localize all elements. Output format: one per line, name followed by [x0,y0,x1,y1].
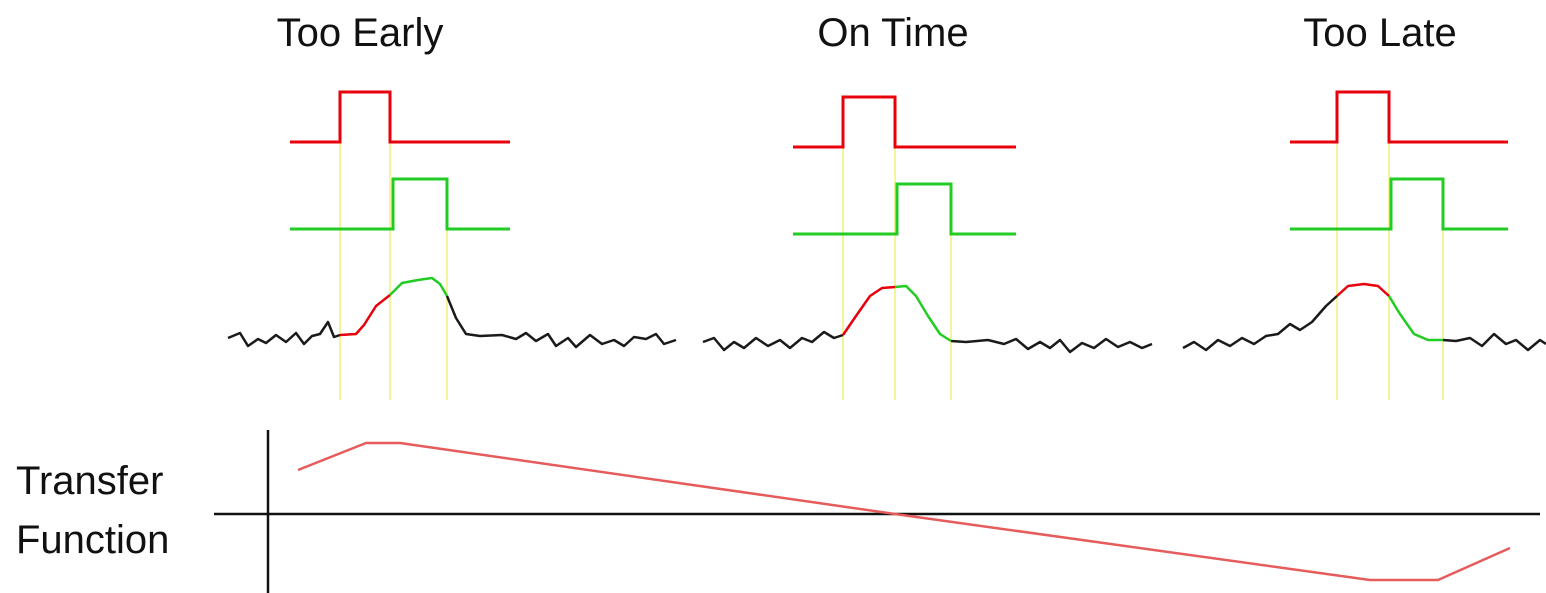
early-gate-too-late [1290,90,1508,144]
transfer-label-line2: Function [16,518,169,562]
late-gate-on-time [793,182,1016,236]
signal-on-time-post [950,337,1153,354]
title-on-time: On Time [817,11,968,55]
signal-on-time-green [894,284,952,343]
signal-on-time-red [841,285,896,336]
early-gate-too-early [290,90,510,144]
signal-too-late-green [1387,295,1443,342]
title-too-early: Too Early [277,11,444,55]
signal-too-late-red [1336,282,1390,297]
early-gate-on-time [793,95,1016,149]
title-too-late: Too Late [1303,11,1456,55]
signal-too-early-post [445,295,677,349]
transfer-label-line1: Transfer [16,459,163,503]
signal-too-early-red [339,294,391,337]
guide-lines [339,140,1444,400]
signal-too-late-pre [1182,295,1338,352]
signal-too-early-green [389,276,449,297]
signal-too-early-pre [227,320,341,348]
signal-too-late-post [1442,332,1546,352]
transfer-function-curve [297,441,1511,582]
signal-on-time-pre [702,330,844,352]
transfer-axes [214,430,1540,593]
late-gate-too-late [1290,177,1508,231]
late-gate-too-early [290,177,510,231]
